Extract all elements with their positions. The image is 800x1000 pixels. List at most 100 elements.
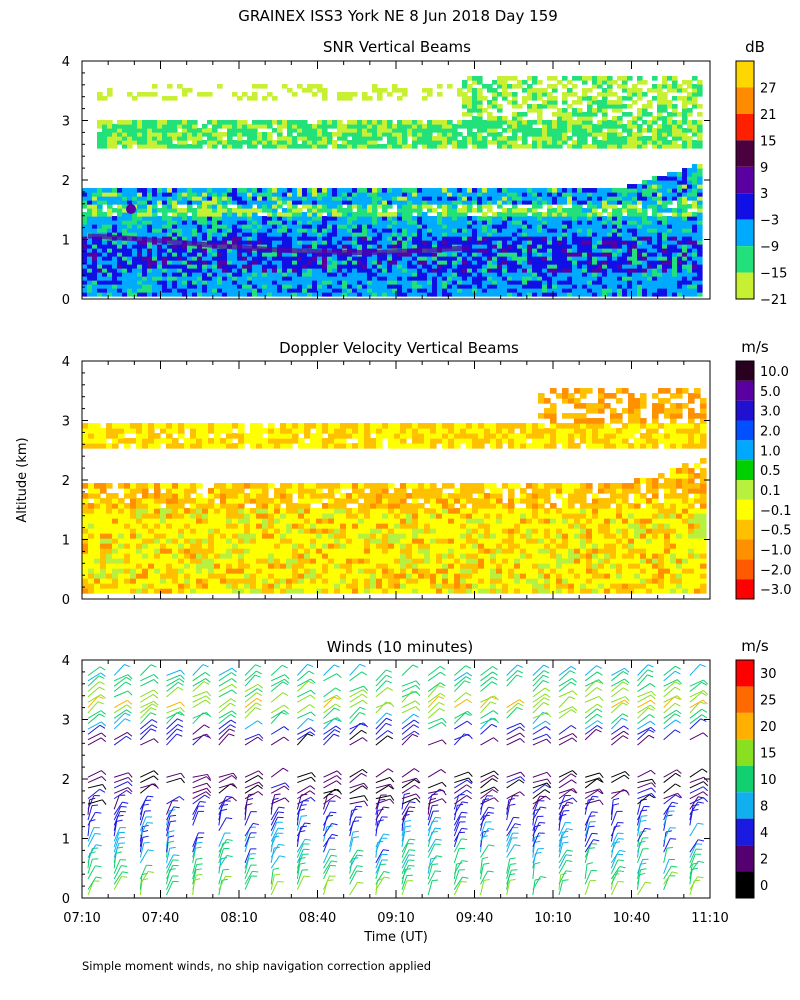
snr-cell bbox=[262, 84, 268, 89]
snr-cell bbox=[622, 208, 628, 213]
snr-cell bbox=[507, 220, 513, 225]
snr-cell bbox=[322, 124, 328, 129]
snr-cell bbox=[417, 132, 423, 137]
snr-cell bbox=[407, 204, 413, 209]
snr-cell bbox=[407, 120, 413, 125]
snr-cell bbox=[642, 128, 648, 133]
snr-cell bbox=[192, 268, 198, 273]
snr-cell bbox=[332, 196, 338, 201]
snr-cell bbox=[282, 120, 288, 125]
snr-cell bbox=[292, 188, 298, 193]
doppler-cell bbox=[106, 518, 113, 524]
snr-cell bbox=[497, 264, 503, 269]
snr-cell bbox=[567, 200, 573, 205]
snr-cell bbox=[572, 108, 578, 113]
doppler-cell bbox=[88, 568, 95, 574]
snr-cell bbox=[622, 188, 628, 193]
snr-cell bbox=[362, 228, 368, 233]
snr-cell bbox=[487, 292, 493, 297]
snr-cell bbox=[647, 124, 653, 129]
doppler-cell bbox=[136, 528, 143, 534]
snr-cell bbox=[672, 256, 678, 261]
snr-cell bbox=[572, 144, 578, 149]
snr-cell bbox=[147, 120, 153, 125]
snr-cell bbox=[512, 252, 518, 257]
snr-cell bbox=[442, 240, 448, 245]
snr-cell bbox=[612, 204, 618, 209]
snr-cell bbox=[402, 200, 408, 205]
doppler-cell bbox=[124, 563, 131, 569]
snr-cell bbox=[132, 276, 138, 281]
snr-cell bbox=[627, 272, 633, 277]
snr-cell bbox=[167, 256, 173, 261]
snr-cell bbox=[632, 208, 638, 213]
snr-cell bbox=[687, 168, 693, 173]
snr-cell bbox=[417, 244, 423, 249]
snr-cell bbox=[172, 280, 178, 285]
snr-cell bbox=[477, 288, 483, 293]
snr-cell bbox=[272, 144, 278, 149]
snr-cell bbox=[92, 248, 98, 253]
snr-cell bbox=[112, 196, 118, 201]
snr-cell bbox=[322, 292, 328, 297]
snr-cell bbox=[487, 200, 493, 205]
snr-cell bbox=[317, 232, 323, 237]
snr-cell bbox=[532, 248, 538, 253]
snr-cell bbox=[212, 280, 218, 285]
snr-cell bbox=[457, 292, 463, 297]
snr-cell bbox=[97, 272, 103, 277]
snr-cell bbox=[617, 260, 623, 265]
snr-cell bbox=[512, 228, 518, 233]
snr-cell bbox=[647, 240, 653, 245]
snr-cell bbox=[462, 232, 468, 237]
doppler-cell bbox=[148, 563, 155, 569]
snr-cell bbox=[407, 216, 413, 221]
snr-cell bbox=[577, 292, 583, 297]
snr-cell bbox=[602, 112, 608, 117]
snr-cell bbox=[117, 272, 123, 277]
snr-cell bbox=[627, 288, 633, 293]
doppler-cell bbox=[142, 503, 149, 509]
snr-cell bbox=[627, 280, 633, 285]
snr-cell bbox=[552, 208, 558, 213]
snr-cell bbox=[372, 256, 378, 261]
snr-cell bbox=[357, 288, 363, 293]
snr-cell bbox=[542, 288, 548, 293]
snr-colorbar-label: −21 bbox=[760, 293, 787, 308]
snr-cell bbox=[687, 80, 693, 85]
snr-cell bbox=[522, 240, 528, 245]
snr-cell bbox=[632, 284, 638, 289]
doppler-cell bbox=[142, 558, 149, 564]
snr-cell bbox=[552, 240, 558, 245]
snr-cell bbox=[172, 256, 178, 261]
doppler-cell bbox=[160, 573, 167, 579]
snr-cell bbox=[287, 240, 293, 245]
snr-cell bbox=[402, 264, 408, 269]
snr-cell bbox=[367, 260, 373, 265]
snr-cell bbox=[287, 128, 293, 133]
snr-cell bbox=[237, 128, 243, 133]
snr-cell bbox=[482, 292, 488, 297]
snr-cell bbox=[347, 228, 353, 233]
snr-cell bbox=[302, 188, 308, 193]
snr-cell bbox=[412, 268, 418, 273]
snr-cell bbox=[307, 220, 313, 225]
snr-cell bbox=[647, 280, 653, 285]
doppler-cell bbox=[160, 493, 167, 499]
snr-cell bbox=[212, 128, 218, 133]
snr-cell bbox=[267, 200, 273, 205]
snr-cell bbox=[557, 252, 563, 257]
doppler-cell bbox=[100, 443, 107, 449]
snr-cell bbox=[452, 292, 458, 297]
snr-cell bbox=[332, 124, 338, 129]
snr-cell bbox=[487, 124, 493, 129]
snr-cell bbox=[92, 288, 98, 293]
doppler-cell bbox=[148, 518, 155, 524]
snr-cell bbox=[257, 224, 263, 229]
snr-cell bbox=[322, 276, 328, 281]
snr-cell bbox=[467, 84, 473, 89]
snr-cell bbox=[582, 136, 588, 141]
snr-cell bbox=[272, 244, 278, 249]
snr-cell bbox=[662, 264, 668, 269]
